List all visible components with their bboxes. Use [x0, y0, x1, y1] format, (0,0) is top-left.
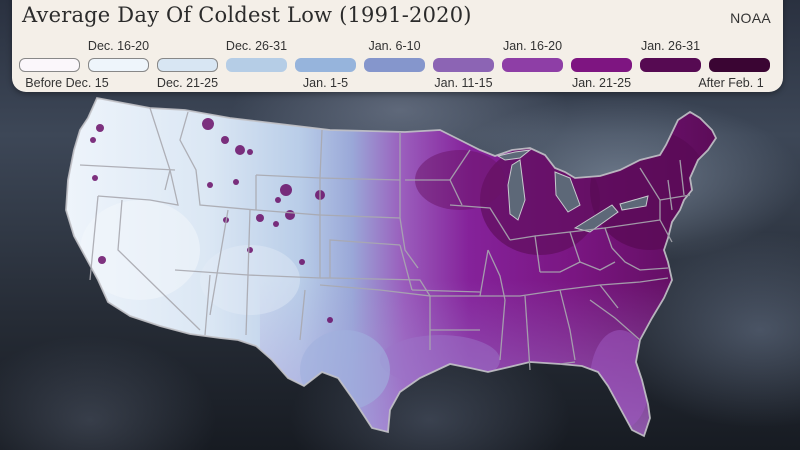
legend-swatch: [364, 58, 425, 72]
legend-label: Jan. 1-5: [302, 76, 349, 90]
legend-label: Dec. 26-31: [225, 39, 288, 53]
legend-swatch: [88, 58, 149, 72]
legend-swatch: [157, 58, 218, 72]
legend-label: After Feb. 1: [698, 76, 764, 90]
legend-swatch: [19, 58, 80, 72]
legend-label: Jan. 21-25: [571, 76, 632, 90]
legend-label: Before Dec. 15: [25, 76, 109, 90]
legend-label: Jan. 16-20: [502, 39, 563, 53]
legend-swatch: [709, 58, 770, 72]
source-label: NOAA: [730, 10, 771, 26]
legend-swatch: [502, 58, 563, 72]
legend-swatch: [571, 58, 632, 72]
legend-label: Jan. 26-31: [640, 39, 701, 53]
legend-swatch: [295, 58, 356, 72]
map-title: Average Day Of Coldest Low (1991-2020): [22, 3, 472, 27]
legend-swatch: [640, 58, 701, 72]
legend-swatch: [433, 58, 494, 72]
legend-label: Dec. 16-20: [87, 39, 150, 53]
legend-label: Dec. 21-25: [156, 76, 219, 90]
legend-swatch: [226, 58, 287, 72]
legend-label: Jan. 11-15: [434, 76, 493, 90]
legend-label: Jan. 6-10: [368, 39, 421, 53]
legend-panel: Average Day Of Coldest Low (1991-2020) N…: [12, 0, 783, 92]
